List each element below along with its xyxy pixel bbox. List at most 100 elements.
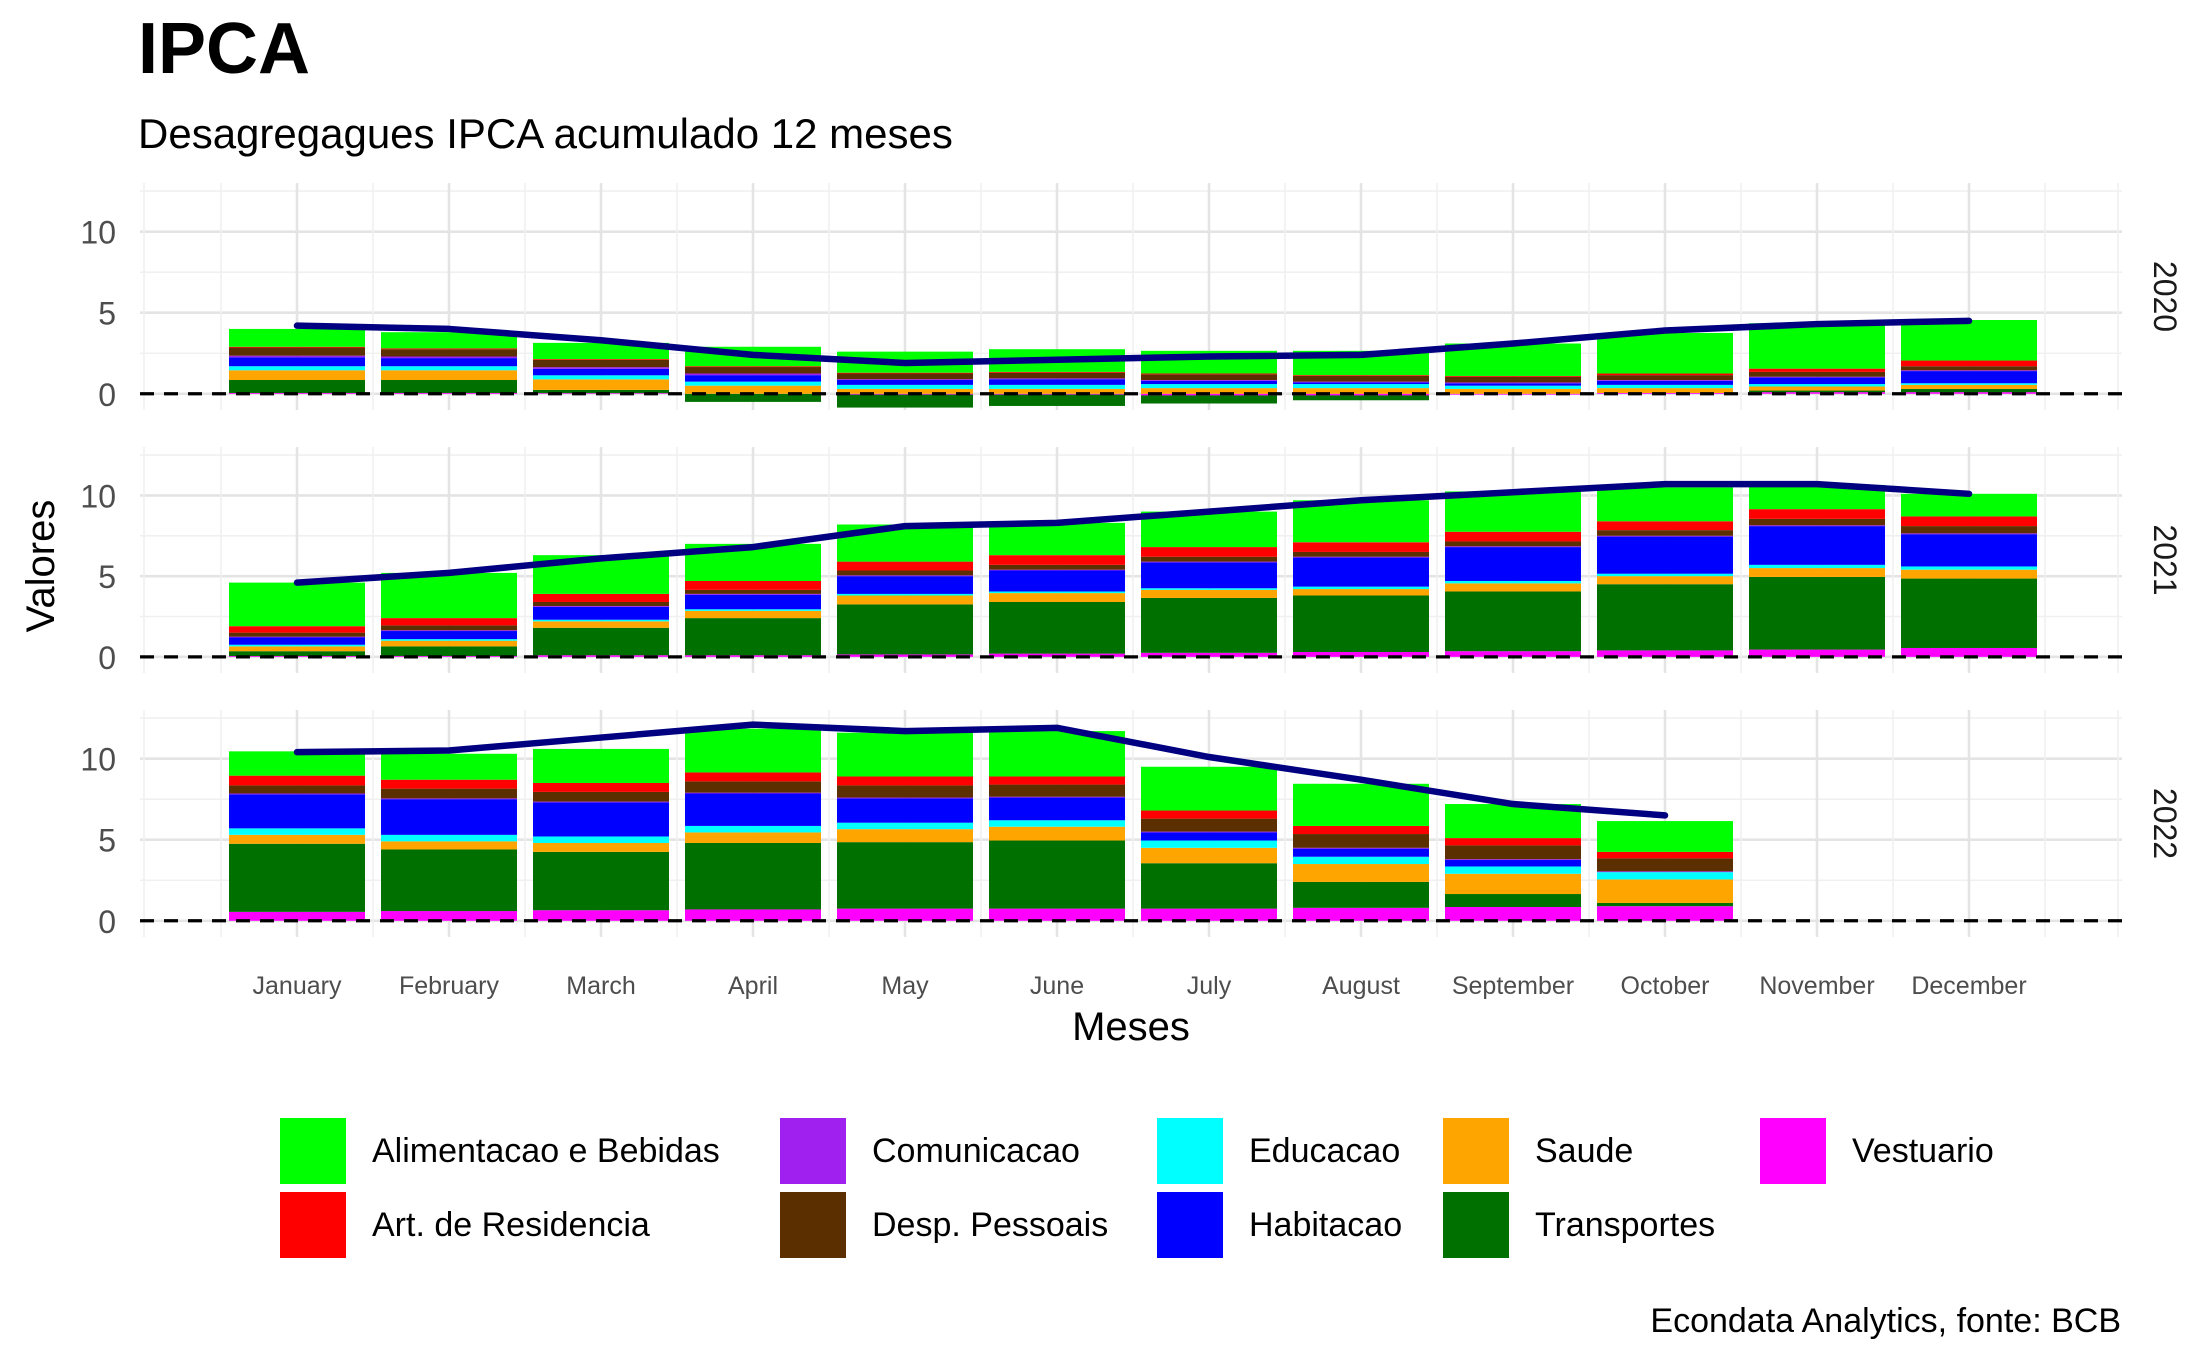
legend-item: Alimentacao e Bebidas bbox=[280, 1117, 720, 1185]
bar-segment bbox=[1597, 535, 1733, 537]
x-tick-label: June bbox=[1030, 972, 1084, 1000]
bar-segment bbox=[685, 381, 821, 386]
legend-label: Desp. Pessoais bbox=[872, 1205, 1109, 1244]
bar-segment bbox=[1141, 847, 1277, 864]
bar-segment bbox=[533, 359, 669, 368]
facet-label-2022: 2022 bbox=[2147, 788, 2183, 859]
bar-segment bbox=[533, 379, 669, 390]
bar-segment bbox=[1901, 366, 2037, 371]
bar-segment bbox=[685, 772, 821, 782]
bar-segment bbox=[1141, 589, 1277, 598]
bar-segment bbox=[1749, 377, 1885, 385]
bar-segment bbox=[1597, 530, 1733, 536]
bar-segment bbox=[1597, 821, 1733, 852]
bar-segment bbox=[1597, 851, 1733, 859]
bar-segment bbox=[989, 820, 1125, 827]
bar-segment bbox=[837, 394, 973, 408]
bar-segment bbox=[1293, 834, 1429, 848]
bar-segment bbox=[381, 631, 517, 640]
bar-segment bbox=[989, 593, 1125, 602]
bar-segment bbox=[837, 384, 973, 389]
legend-item: Transportes bbox=[1443, 1191, 1715, 1259]
bar-segment bbox=[1749, 390, 1885, 393]
bar-segment bbox=[381, 646, 517, 657]
bar-segment bbox=[533, 627, 669, 656]
bar-segment bbox=[837, 776, 973, 786]
bar-segment bbox=[229, 794, 365, 829]
y-tick-label: 10 bbox=[80, 215, 116, 251]
bar-segment bbox=[1293, 589, 1429, 596]
bar-segment bbox=[1901, 320, 2037, 361]
bar-segment bbox=[837, 372, 973, 374]
bar-segment bbox=[989, 522, 1125, 556]
bar-segment bbox=[1901, 370, 2037, 372]
bar-segment bbox=[989, 601, 1125, 654]
bar-segment bbox=[1901, 533, 2037, 535]
legend-item: Desp. Pessoais bbox=[780, 1191, 1108, 1259]
bar-segment bbox=[1293, 595, 1429, 653]
bar-segment bbox=[381, 366, 517, 371]
bar-segment bbox=[685, 366, 821, 368]
bar-segment bbox=[229, 346, 365, 348]
bar-segment bbox=[837, 798, 973, 823]
legend-swatch bbox=[1443, 1192, 1509, 1258]
bar-segment bbox=[533, 359, 669, 360]
bar-segment bbox=[381, 788, 517, 799]
bar-segment bbox=[381, 799, 517, 835]
bar-segment bbox=[1749, 564, 1885, 569]
bar-segment bbox=[1445, 541, 1581, 547]
bar-segment bbox=[989, 379, 1125, 385]
bar-segment bbox=[989, 555, 1125, 565]
legend-label: Alimentacao e Bebidas bbox=[372, 1131, 720, 1170]
bar-segment bbox=[1293, 556, 1429, 558]
bar-segment bbox=[837, 595, 973, 605]
legend-label: Transportes bbox=[1535, 1205, 1716, 1244]
bar-segment bbox=[685, 594, 821, 610]
legend-swatch bbox=[780, 1192, 846, 1258]
bar-segment bbox=[1597, 584, 1733, 651]
bar-segment bbox=[229, 632, 365, 637]
bar-segment bbox=[381, 630, 517, 632]
bar-segment bbox=[837, 604, 973, 655]
x-tick-label: May bbox=[881, 972, 929, 1000]
bar-segment bbox=[1749, 371, 1885, 377]
bar-segment bbox=[1445, 583, 1581, 592]
bar-segment bbox=[1901, 383, 2037, 385]
bar-segment bbox=[1293, 551, 1429, 557]
bar-segment bbox=[1597, 573, 1733, 577]
ipca-line bbox=[293, 480, 1973, 586]
bar-segment bbox=[229, 834, 365, 844]
bar-segment bbox=[989, 908, 1125, 921]
bar-segment bbox=[1597, 380, 1733, 381]
bar-segment bbox=[1445, 531, 1581, 542]
bar-segment bbox=[1141, 373, 1277, 375]
bar-segment bbox=[1749, 376, 1885, 378]
bar-segment bbox=[1901, 360, 2037, 367]
bar-segment bbox=[229, 843, 365, 912]
bar-segment bbox=[1293, 500, 1429, 543]
bar-segment bbox=[837, 576, 973, 594]
bar-segment bbox=[1141, 374, 1277, 381]
bar-segment bbox=[533, 368, 669, 376]
bar-segment bbox=[1445, 859, 1581, 860]
bar-segment bbox=[837, 575, 973, 577]
bar-segment bbox=[381, 380, 517, 393]
bar-segment bbox=[1445, 382, 1581, 384]
bar-segment bbox=[1293, 384, 1429, 389]
bar-segment bbox=[229, 355, 365, 358]
bar-segment bbox=[1141, 652, 1277, 657]
bar-segment bbox=[381, 656, 517, 657]
bar-segment bbox=[1749, 323, 1885, 369]
bar-segment bbox=[533, 621, 669, 628]
bar-segment bbox=[1597, 332, 1733, 374]
bar-segment bbox=[1597, 576, 1733, 585]
bar-segment bbox=[1597, 375, 1733, 381]
bar-segment bbox=[1749, 649, 1885, 657]
bar-segment bbox=[837, 829, 973, 843]
bar-segment bbox=[1901, 388, 2037, 393]
bar-segment bbox=[1293, 864, 1429, 882]
bar-segment bbox=[1597, 536, 1733, 574]
bar-segment bbox=[1597, 384, 1733, 389]
bar-segment bbox=[685, 610, 821, 619]
bar-segment bbox=[685, 580, 821, 590]
